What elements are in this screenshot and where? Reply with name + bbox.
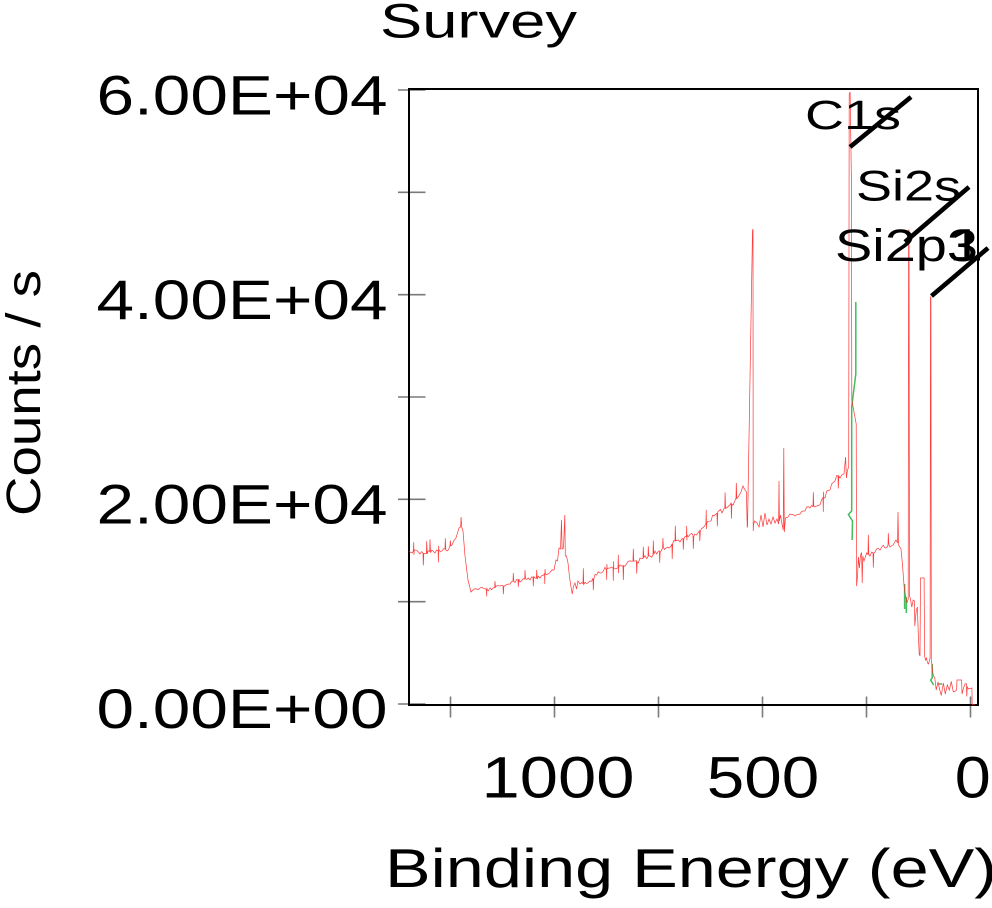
- svg-text:C1s: C1s: [805, 92, 901, 138]
- svg-text:1: 1: [949, 220, 983, 271]
- svg-text:Si2p3: Si2p3: [835, 220, 978, 271]
- svg-text:Counts / s: Counts / s: [0, 270, 51, 516]
- svg-text:0.00E+00: 0.00E+00: [97, 677, 388, 740]
- svg-text:0: 0: [955, 746, 991, 811]
- svg-text:500: 500: [707, 746, 820, 811]
- svg-text:Survey: Survey: [380, 0, 577, 49]
- svg-text:Binding Energy (eV): Binding Energy (eV): [385, 838, 992, 899]
- svg-text:Si2s: Si2s: [856, 163, 961, 211]
- svg-text:2.00E+04: 2.00E+04: [97, 473, 388, 536]
- svg-text:6.00E+04: 6.00E+04: [97, 64, 388, 127]
- svg-text:4.00E+04: 4.00E+04: [97, 268, 388, 331]
- svg-text:1000: 1000: [482, 746, 635, 811]
